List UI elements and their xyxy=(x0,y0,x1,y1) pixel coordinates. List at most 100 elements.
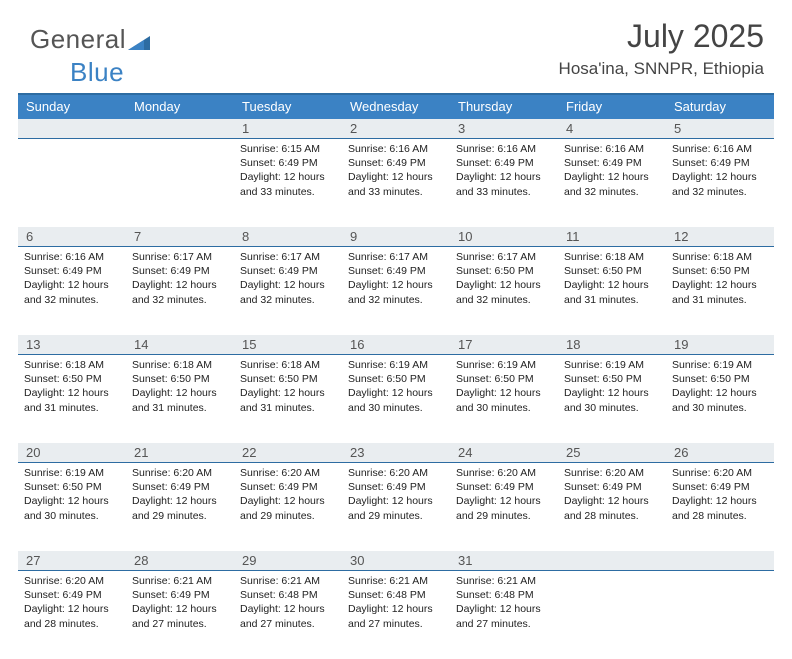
day-number: 12 xyxy=(666,227,774,246)
day-details: Sunrise: 6:17 AMSunset: 6:50 PMDaylight:… xyxy=(456,247,552,307)
day-details: Sunrise: 6:18 AMSunset: 6:50 PMDaylight:… xyxy=(564,247,660,307)
day-number: 6 xyxy=(18,227,126,246)
sunset-text: Sunset: 6:48 PM xyxy=(240,588,336,602)
sunrise-text: Sunrise: 6:15 AM xyxy=(240,142,336,156)
sunset-text: Sunset: 6:49 PM xyxy=(456,480,552,494)
day-number: 3 xyxy=(450,119,558,138)
daylight-text: Daylight: 12 hours and 30 minutes. xyxy=(456,386,552,414)
day-number: 10 xyxy=(450,227,558,246)
logo-arrow-icon xyxy=(128,26,150,57)
day-number: 1 xyxy=(234,119,342,138)
day-number: 14 xyxy=(126,335,234,354)
daylight-text: Daylight: 12 hours and 29 minutes. xyxy=(240,494,336,522)
sunrise-text: Sunrise: 6:19 AM xyxy=(456,358,552,372)
sunrise-text: Sunrise: 6:20 AM xyxy=(564,466,660,480)
daynum-row: 13141516171819 xyxy=(18,335,774,355)
daylight-text: Daylight: 12 hours and 27 minutes. xyxy=(240,602,336,630)
sunrise-text: Sunrise: 6:18 AM xyxy=(240,358,336,372)
day-number: 20 xyxy=(18,443,126,462)
day-number: 22 xyxy=(234,443,342,462)
day-number: 5 xyxy=(666,119,774,138)
day-details: Sunrise: 6:18 AMSunset: 6:50 PMDaylight:… xyxy=(24,355,120,415)
day-number: 8 xyxy=(234,227,342,246)
day-number: 17 xyxy=(450,335,558,354)
day-number: 27 xyxy=(18,551,126,570)
daylight-text: Daylight: 12 hours and 29 minutes. xyxy=(456,494,552,522)
sunset-text: Sunset: 6:50 PM xyxy=(24,480,120,494)
day-number: 24 xyxy=(450,443,558,462)
day-details: Sunrise: 6:20 AMSunset: 6:49 PMDaylight:… xyxy=(456,463,552,523)
day-details: Sunrise: 6:20 AMSunset: 6:49 PMDaylight:… xyxy=(348,463,444,523)
daylight-text: Daylight: 12 hours and 28 minutes. xyxy=(564,494,660,522)
day-number: 18 xyxy=(558,335,666,354)
day-header-friday: Friday xyxy=(558,95,666,119)
day-cell: Sunrise: 6:19 AMSunset: 6:50 PMDaylight:… xyxy=(342,355,450,443)
sunrise-text: Sunrise: 6:16 AM xyxy=(348,142,444,156)
weeks-container: 12345Sunrise: 6:15 AMSunset: 6:49 PMDayl… xyxy=(18,119,774,659)
daylight-text: Daylight: 12 hours and 32 minutes. xyxy=(240,278,336,306)
sunrise-text: Sunrise: 6:17 AM xyxy=(240,250,336,264)
sunrise-text: Sunrise: 6:19 AM xyxy=(348,358,444,372)
sunrise-text: Sunrise: 6:17 AM xyxy=(456,250,552,264)
day-cell: Sunrise: 6:21 AMSunset: 6:49 PMDaylight:… xyxy=(126,571,234,659)
daylight-text: Daylight: 12 hours and 31 minutes. xyxy=(240,386,336,414)
day-cell: Sunrise: 6:21 AMSunset: 6:48 PMDaylight:… xyxy=(234,571,342,659)
day-details: Sunrise: 6:16 AMSunset: 6:49 PMDaylight:… xyxy=(456,139,552,199)
daylight-text: Daylight: 12 hours and 33 minutes. xyxy=(240,170,336,198)
daylight-text: Daylight: 12 hours and 30 minutes. xyxy=(564,386,660,414)
day-details: Sunrise: 6:21 AMSunset: 6:48 PMDaylight:… xyxy=(240,571,336,631)
daynum-row: 20212223242526 xyxy=(18,443,774,463)
day-details: Sunrise: 6:17 AMSunset: 6:49 PMDaylight:… xyxy=(132,247,228,307)
day-number: 25 xyxy=(558,443,666,462)
sunset-text: Sunset: 6:49 PM xyxy=(24,264,120,278)
sunset-text: Sunset: 6:49 PM xyxy=(456,156,552,170)
day-cell: Sunrise: 6:18 AMSunset: 6:50 PMDaylight:… xyxy=(666,247,774,335)
sunset-text: Sunset: 6:48 PM xyxy=(348,588,444,602)
day-number: 7 xyxy=(126,227,234,246)
daylight-text: Daylight: 12 hours and 29 minutes. xyxy=(348,494,444,522)
day-cell: Sunrise: 6:18 AMSunset: 6:50 PMDaylight:… xyxy=(558,247,666,335)
daylight-text: Daylight: 12 hours and 31 minutes. xyxy=(672,278,768,306)
day-number: 21 xyxy=(126,443,234,462)
sunset-text: Sunset: 6:50 PM xyxy=(564,372,660,386)
day-details: Sunrise: 6:16 AMSunset: 6:49 PMDaylight:… xyxy=(564,139,660,199)
day-cell: Sunrise: 6:16 AMSunset: 6:49 PMDaylight:… xyxy=(450,139,558,227)
day-details: Sunrise: 6:19 AMSunset: 6:50 PMDaylight:… xyxy=(564,355,660,415)
day-cell: Sunrise: 6:16 AMSunset: 6:49 PMDaylight:… xyxy=(342,139,450,227)
day-number: 30 xyxy=(342,551,450,570)
daylight-text: Daylight: 12 hours and 27 minutes. xyxy=(132,602,228,630)
week-row: Sunrise: 6:18 AMSunset: 6:50 PMDaylight:… xyxy=(18,355,774,443)
day-number: 19 xyxy=(666,335,774,354)
sunrise-text: Sunrise: 6:21 AM xyxy=(456,574,552,588)
day-header-tuesday: Tuesday xyxy=(234,95,342,119)
sunset-text: Sunset: 6:50 PM xyxy=(132,372,228,386)
sunrise-text: Sunrise: 6:20 AM xyxy=(24,574,120,588)
sunset-text: Sunset: 6:49 PM xyxy=(240,156,336,170)
daylight-text: Daylight: 12 hours and 30 minutes. xyxy=(348,386,444,414)
day-number: 9 xyxy=(342,227,450,246)
logo: GeneralBlue xyxy=(30,24,150,88)
day-details: Sunrise: 6:16 AMSunset: 6:49 PMDaylight:… xyxy=(24,247,120,307)
sunrise-text: Sunrise: 6:16 AM xyxy=(672,142,768,156)
day-details: Sunrise: 6:19 AMSunset: 6:50 PMDaylight:… xyxy=(348,355,444,415)
daylight-text: Daylight: 12 hours and 31 minutes. xyxy=(564,278,660,306)
day-cell xyxy=(18,139,126,227)
daylight-text: Daylight: 12 hours and 32 minutes. xyxy=(132,278,228,306)
day-cell: Sunrise: 6:19 AMSunset: 6:50 PMDaylight:… xyxy=(450,355,558,443)
day-cell: Sunrise: 6:20 AMSunset: 6:49 PMDaylight:… xyxy=(234,463,342,551)
sunrise-text: Sunrise: 6:19 AM xyxy=(564,358,660,372)
sunset-text: Sunset: 6:49 PM xyxy=(132,480,228,494)
day-number xyxy=(126,119,234,138)
day-number: 23 xyxy=(342,443,450,462)
day-cell: Sunrise: 6:18 AMSunset: 6:50 PMDaylight:… xyxy=(234,355,342,443)
week-row: Sunrise: 6:16 AMSunset: 6:49 PMDaylight:… xyxy=(18,247,774,335)
day-cell: Sunrise: 6:20 AMSunset: 6:49 PMDaylight:… xyxy=(666,463,774,551)
daylight-text: Daylight: 12 hours and 32 minutes. xyxy=(348,278,444,306)
daylight-text: Daylight: 12 hours and 33 minutes. xyxy=(348,170,444,198)
day-number: 16 xyxy=(342,335,450,354)
day-cell: Sunrise: 6:18 AMSunset: 6:50 PMDaylight:… xyxy=(126,355,234,443)
sunrise-text: Sunrise: 6:16 AM xyxy=(456,142,552,156)
day-cell: Sunrise: 6:17 AMSunset: 6:49 PMDaylight:… xyxy=(126,247,234,335)
daylight-text: Daylight: 12 hours and 32 minutes. xyxy=(24,278,120,306)
sunrise-text: Sunrise: 6:16 AM xyxy=(24,250,120,264)
